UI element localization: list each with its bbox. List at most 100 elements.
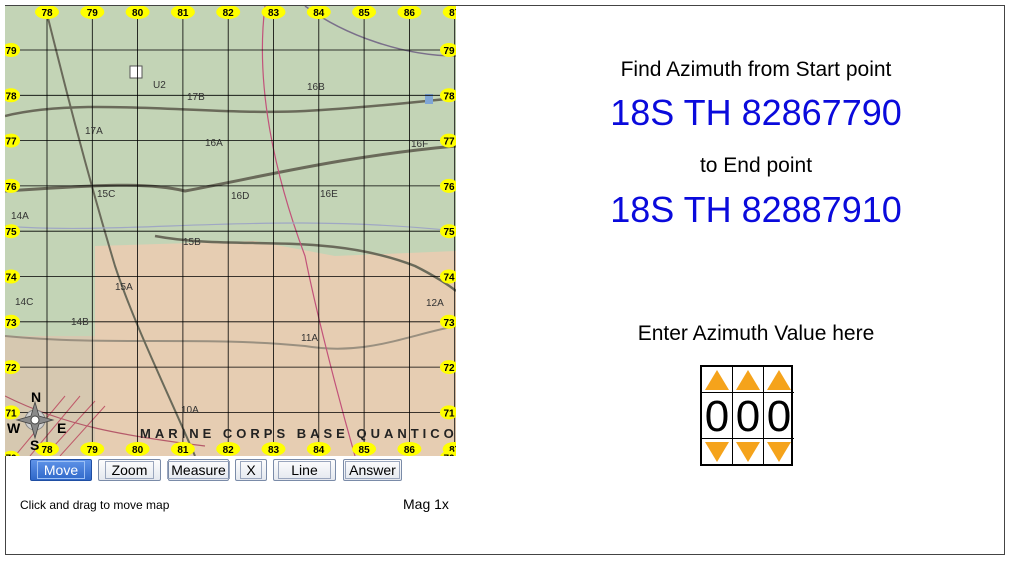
- move-button[interactable]: Move: [30, 459, 92, 481]
- grid-label-y: 76: [5, 178, 20, 193]
- arrow-up-icon: [736, 369, 760, 390]
- area-labels: 17A 17B 16B 16A 16F 15C 16D 16E 14A 15B 15A 14C 14B 1…: [11, 80, 444, 416]
- end-point-coordinate: 18S TH 82887910: [610, 189, 902, 230]
- azimuth-digit-hundreds: 0: [702, 367, 733, 464]
- answer-button[interactable]: Answer: [343, 459, 402, 481]
- svg-text:77: 77: [443, 137, 455, 148]
- boundary-line: [261, 6, 356, 456]
- grid-label-y: 76: [440, 178, 456, 193]
- grid-label-y: 72: [5, 360, 20, 374]
- svg-text:86: 86: [404, 8, 416, 19]
- area-label: 15C: [97, 189, 115, 200]
- road: [44, 6, 196, 456]
- svg-text:76: 76: [443, 182, 455, 193]
- x-button[interactable]: X: [235, 459, 267, 481]
- svg-text:82: 82: [223, 8, 235, 19]
- move-button-label: Move: [36, 461, 86, 479]
- road: [154, 234, 456, 292]
- svg-text:83: 83: [268, 445, 280, 456]
- azimuth-digit: 0: [766, 392, 792, 441]
- grid-label-x: 82: [216, 6, 241, 19]
- increment-ones-button[interactable]: [764, 367, 794, 393]
- grid-label-x: 78: [35, 6, 59, 19]
- svg-text:78: 78: [41, 8, 53, 19]
- hint-text: Click and drag to move map: [20, 498, 170, 512]
- boundary-line: [5, 395, 206, 447]
- svg-text:72: 72: [5, 363, 17, 374]
- area-label: 11A: [301, 333, 318, 344]
- grid-lines: [5, 6, 456, 456]
- grid-label-x: 81: [170, 442, 195, 456]
- grid-label-y: 74: [440, 269, 456, 284]
- to-end-point-label: to End point: [699, 154, 813, 177]
- svg-text:75: 75: [443, 227, 455, 238]
- decrement-tens-button[interactable]: [733, 438, 763, 464]
- grid-label-y: 77: [440, 133, 456, 148]
- topographic-map[interactable]: 78 78 79 79 80 80 81 81 82 82 83 83 84 84 85 85 86 86 87 87…: [5, 6, 456, 456]
- svg-text:84: 84: [313, 445, 325, 456]
- svg-text:87: 87: [449, 8, 456, 19]
- zoom-button[interactable]: Zoom: [98, 459, 161, 481]
- road: [5, 144, 456, 193]
- line-button-label: Line: [278, 461, 331, 479]
- grid-label-x: 83: [261, 442, 286, 456]
- svg-text:77: 77: [5, 137, 17, 148]
- grid-label-x: 80: [125, 6, 150, 19]
- terrain-open-area: [95, 241, 456, 456]
- base-label: MARINE CORPS BASE QUANTICO: [140, 426, 456, 441]
- increment-tens-button[interactable]: [733, 367, 763, 393]
- grid-label-y: 75: [440, 224, 456, 238]
- decrement-hundreds-button[interactable]: [702, 438, 732, 464]
- increment-hundreds-button[interactable]: [702, 367, 732, 393]
- svg-text:76: 76: [5, 182, 17, 193]
- map-canvas[interactable]: 78 78 79 79 80 80 81 81 82 82 83 83 84 84 85 85 86 86 87 87…: [5, 6, 456, 456]
- svg-text:78: 78: [5, 91, 17, 102]
- svg-text:87: 87: [449, 445, 456, 456]
- svg-text:81: 81: [177, 8, 189, 19]
- svg-text:73: 73: [5, 318, 17, 329]
- compass-rose-icon: N S E W: [7, 389, 66, 453]
- grid-label-x: 82: [216, 442, 241, 456]
- grid-label-x: 79: [80, 6, 105, 19]
- answer-button-label: Answer: [345, 461, 400, 479]
- grid-label-y: 70: [440, 450, 456, 456]
- area-label: 12A: [426, 298, 444, 309]
- svg-text:86: 86: [404, 445, 416, 456]
- grid-label-x: 86: [397, 442, 422, 456]
- svg-text:81: 81: [177, 445, 189, 456]
- line-button[interactable]: Line: [273, 459, 336, 481]
- svg-text:79: 79: [87, 8, 99, 19]
- svg-text:85: 85: [359, 8, 371, 19]
- grid-label-y: 73: [5, 314, 20, 329]
- grid-label-y: 70: [5, 450, 20, 456]
- azimuth-digit-tens: 0: [733, 367, 764, 464]
- grid-label-y: 74: [5, 269, 20, 284]
- grid-label-x: 78: [35, 442, 59, 456]
- measure-button[interactable]: Measure: [167, 459, 230, 481]
- grid-label-y: 79: [5, 43, 20, 57]
- terrain-lower-left: [5, 336, 95, 456]
- grid-labels: 78 78 79 79 80 80 81 81 82 82 83 83 84 84 85 85 86 86 87 87…: [5, 6, 456, 456]
- grid-label-y: 71: [440, 405, 456, 419]
- decrement-ones-button[interactable]: [764, 438, 794, 464]
- azimuth-input[interactable]: 0 0 0: [700, 365, 794, 466]
- svg-text:80: 80: [132, 8, 144, 19]
- svg-text:79: 79: [443, 46, 455, 57]
- find-azimuth-label: Find Azimuth from Start point: [620, 58, 892, 81]
- area-label: 15B: [183, 237, 201, 248]
- area-label: 10A: [181, 405, 199, 416]
- area-label: 15A: [115, 282, 133, 293]
- area-label: 16A: [205, 138, 223, 149]
- svg-text:83: 83: [268, 8, 280, 19]
- arrow-up-icon: [705, 369, 729, 390]
- grid-label-y: 78: [440, 88, 456, 102]
- grid-label-y: 72: [440, 360, 456, 374]
- svg-text:74: 74: [5, 273, 17, 284]
- svg-text:79: 79: [87, 445, 99, 456]
- arrow-down-icon: [705, 441, 729, 462]
- svg-text:72: 72: [443, 363, 455, 374]
- grid-label-y: 77: [5, 133, 20, 148]
- grid-label-x: 85: [352, 442, 377, 456]
- arrow-down-icon: [736, 441, 760, 462]
- grid-label-y: 79: [440, 43, 456, 57]
